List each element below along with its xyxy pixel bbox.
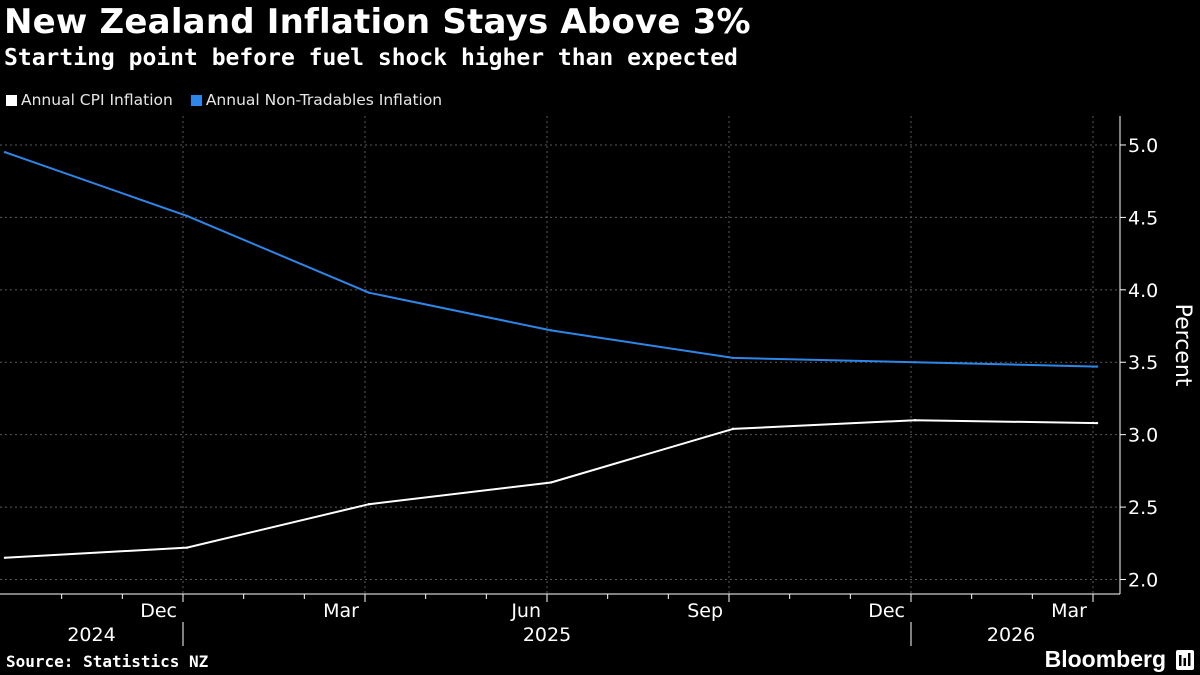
bloomberg-terminal-icon (1176, 650, 1194, 670)
y-tick-label: 3.5 (1128, 352, 1158, 374)
y-tick-label: 5.0 (1128, 135, 1158, 157)
legend: Annual CPI Inflation Annual Non-Tradable… (6, 91, 442, 109)
y-tick-label: 4.0 (1128, 280, 1158, 302)
x-tick-label: Dec (140, 600, 177, 622)
x-tick-label: Mar (323, 600, 359, 622)
data-point-non-tradables (3, 151, 7, 154)
legend-label-non-tradables: Annual Non-Tradables Inflation (205, 91, 443, 109)
y-tick-label: 2.0 (1128, 570, 1158, 592)
y-tick-label: 4.5 (1128, 207, 1158, 229)
legend-label-cpi: Annual CPI Inflation (21, 91, 173, 109)
legend-item-cpi: Annual CPI Inflation (6, 91, 173, 109)
data-point-cpi (913, 418, 917, 422)
data-point-non-tradables (1095, 365, 1099, 368)
legend-swatch-cpi (6, 94, 17, 106)
legend-swatch-non-tradables (190, 94, 202, 106)
data-point-cpi (549, 481, 553, 484)
data-point-non-tradables (549, 329, 553, 332)
x-tick-label: Mar (1051, 600, 1087, 622)
chart-subtitle: Starting point before fuel shock higher … (4, 45, 738, 71)
data-point-non-tradables (913, 361, 917, 364)
data-point-non-tradables (731, 356, 735, 360)
x-tick-label: Dec (868, 600, 905, 622)
source-note: Source: Statistics NZ (6, 652, 209, 671)
y-axis-title: Percent (1170, 304, 1195, 387)
data-point-non-tradables (367, 291, 371, 294)
data-point-cpi (1095, 421, 1099, 425)
series-line-cpi (4, 419, 1098, 559)
data-point-cpi (731, 427, 735, 431)
y-tick-label: 3.0 (1128, 425, 1158, 447)
series-line-non-tradables (4, 151, 1098, 368)
bloomberg-logo: Bloomberg (1044, 646, 1166, 672)
data-point-cpi (367, 502, 371, 506)
data-point-non-tradables (185, 214, 189, 218)
chart-title: New Zealand Inflation Stays Above 3% (4, 2, 751, 42)
x-year-label: 2025 (523, 624, 571, 646)
x-tick-label: Sep (687, 600, 723, 622)
x-year-label: 2026 (987, 624, 1035, 646)
legend-item-non-tradables: Annual Non-Tradables Inflation (190, 91, 443, 109)
y-tick-label: 2.5 (1128, 497, 1158, 519)
data-point-cpi (185, 546, 189, 549)
data-point-cpi (3, 556, 7, 559)
x-year-label: 2024 (67, 624, 115, 646)
x-tick-label: Jun (510, 600, 541, 622)
